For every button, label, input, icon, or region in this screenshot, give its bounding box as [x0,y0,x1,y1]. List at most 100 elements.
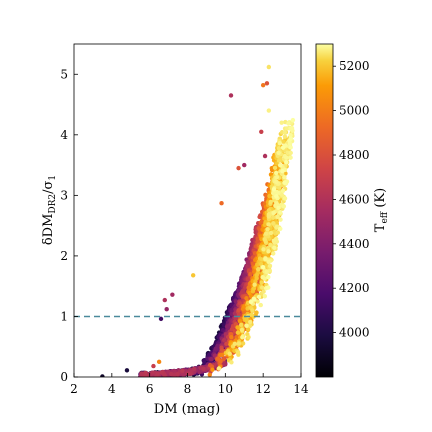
scatter-point [288,145,293,150]
scatter-point [254,272,259,278]
scatter-point [162,297,167,303]
scatter-point [251,286,257,291]
scatter-point [289,125,295,131]
scatter-point [284,155,289,160]
scatter-point [159,370,164,375]
scatter-point [274,193,279,199]
scatter-point [236,308,241,313]
scatter-point [274,201,280,207]
colorbar-tick-label: 4600 [339,192,370,206]
scatter-point [266,108,272,113]
scatter-point [175,371,180,377]
scatter-point [252,297,257,302]
scatter-point [264,81,270,86]
scatter-point [245,264,250,270]
y-tick-label: 1 [60,309,68,323]
scatter-point [229,360,234,365]
colorbar-label-sub: eff [380,211,390,223]
x-tick-label: 2 [70,382,78,396]
scatter-point [272,165,278,171]
scatter-point [271,210,276,216]
scatter-point [260,82,266,88]
scatter-point [246,334,251,340]
scatter-point [260,285,265,290]
scatter-point [266,274,271,280]
scatter-point [260,275,265,280]
scatter-point [230,324,236,330]
scatter-point [271,238,276,244]
svg-text:δDMDR2/σ1: δDMDR2/σ1 [41,175,58,245]
scatter-point [261,289,266,294]
scatter-point [190,273,196,278]
x-axis-ticks: 2 4 6 8 10 12 14 [70,373,309,396]
scatter-point [248,271,253,277]
scatter-point [264,269,269,275]
scatter-point [248,299,254,305]
scatter-point [278,217,283,222]
scatter-point [220,352,225,358]
scatter-point [170,292,175,297]
scatter-point [276,185,282,190]
scatter-point [281,204,287,209]
scatter-point [172,369,177,374]
colorbar-label-main: T [373,223,388,232]
scatter-point [210,367,215,372]
scatter-point [259,261,264,267]
scatter-point [218,359,223,364]
scatter-point [186,371,191,376]
y-tick-label: 4 [60,128,68,142]
scatter-point [265,226,270,232]
scatter-point [236,312,242,317]
scatter-point [151,363,156,369]
scatter-point [267,193,272,199]
scatter-point [266,208,272,213]
x-tick-label: 8 [184,382,192,396]
scatter-point [252,250,258,256]
scatter-point [290,117,296,123]
scatter-point [278,210,283,215]
scatter-point [235,330,241,335]
scatter-point [263,256,268,261]
scatter-point [262,216,268,221]
x-tick-label: 10 [218,382,233,396]
scatter-point [244,317,249,322]
scatter-point [256,294,262,300]
scatter-point [250,308,255,313]
scatter-point [271,251,276,256]
scatter-point [143,370,148,375]
scatter-point [274,170,279,176]
scatter-point [274,179,279,184]
scatter-point [278,226,283,232]
scatter-point [271,187,277,192]
scatter-point [158,316,164,322]
scatter-point [162,372,168,377]
scatter-point [282,134,288,139]
scatter-point [272,245,277,250]
scatter-point [155,371,160,376]
scatter-point [285,150,290,155]
scatter-point [260,265,266,270]
scatter-point [258,302,263,308]
scatter-point [266,211,272,217]
scatter-point [215,356,221,361]
scatter-point [276,146,282,151]
scatter-point [191,366,197,372]
scatter-point [271,190,276,196]
scatter-point [240,335,245,340]
colorbar-tick-label: 4200 [339,281,370,295]
scatter-point [286,121,291,126]
scatter-point [252,269,257,274]
scatter-point [280,145,286,150]
scatter-point [216,366,222,371]
scatter-point [282,196,288,201]
scatter-point [235,349,241,355]
scatter-point [268,230,274,236]
y-tick-label: 5 [60,67,68,81]
scatter-point [232,341,238,347]
scatter-point [100,374,105,377]
scatter-point [266,259,271,264]
scatter-point [244,296,249,301]
y-tick-label: 0 [60,370,68,384]
scatter-point [277,140,283,146]
